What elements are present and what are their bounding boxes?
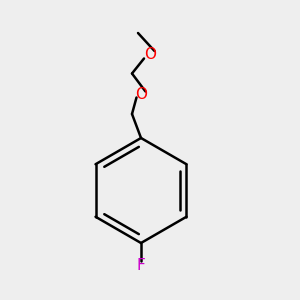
Text: F: F (136, 258, 146, 273)
Text: O: O (135, 87, 147, 102)
Text: O: O (144, 46, 156, 62)
